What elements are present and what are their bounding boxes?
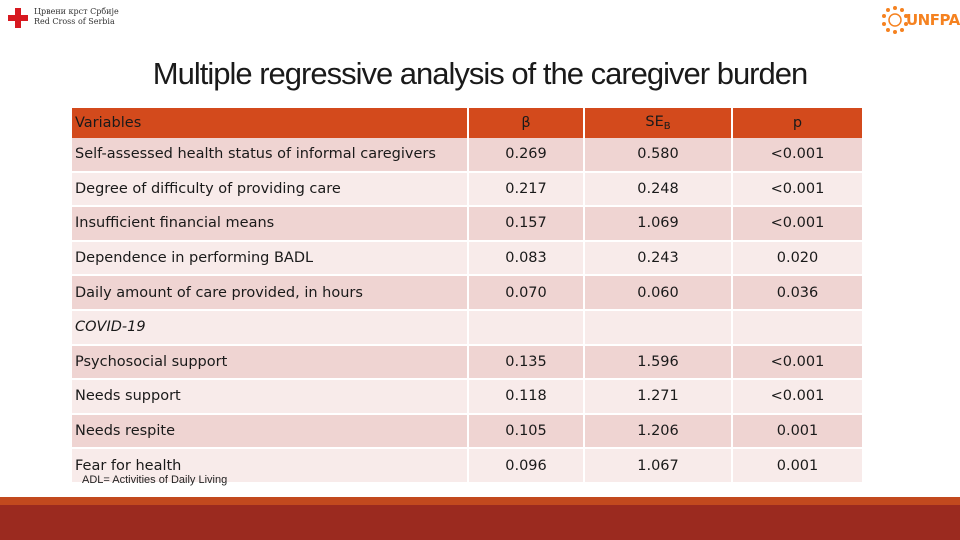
cell-beta: 0.157 [467, 206, 584, 242]
header-p: p [731, 108, 862, 138]
table-row: Dependence in performing BADL 0.083 0.243 0… [72, 240, 862, 277]
table-row: Daily amount of care provided, in hours 0… [72, 275, 862, 311]
cell-variable: Needs support [72, 379, 468, 415]
cell-beta: 0.217 [467, 171, 584, 208]
header-se-label: SE [645, 114, 664, 130]
cell-se: 1.067 [583, 448, 732, 484]
table-header-row: Variables β SEB p [72, 108, 862, 138]
cell-variable: Needs respite [72, 413, 468, 450]
cell-beta: 0.269 [467, 138, 584, 173]
cell-se: 1.069 [583, 206, 732, 242]
cell-beta: 0.083 [467, 240, 584, 277]
header-se-subscript: B [663, 121, 671, 132]
cell-beta: 0.135 [467, 344, 584, 381]
cell-se: 0.580 [583, 138, 732, 173]
cell-beta: 0.118 [467, 379, 584, 415]
page-title: Multiple regressive analysis of the care… [152, 56, 808, 91]
header-se: SEB [583, 108, 732, 138]
cell-p: <0.001 [731, 379, 862, 415]
unfpa-logo: UNFPA [880, 5, 960, 37]
cell-p: 0.001 [731, 448, 862, 484]
table-row: Insufficient financial means 0.157 1.069 <0… [72, 206, 862, 242]
table-row: Degree of difficulty of providing care 0.… [72, 171, 862, 208]
cell-beta: 0.070 [467, 275, 584, 311]
cell-variable: Self-assessed health status of informal … [72, 138, 468, 173]
cell-p: <0.001 [731, 138, 862, 173]
cell-variable: Daily amount of care provided, in hours [72, 275, 468, 311]
cell-p: 0.001 [731, 413, 862, 450]
cell-beta [467, 309, 584, 346]
footnote: ADL= Activities of Daily Living [82, 474, 228, 486]
cell-p: <0.001 [731, 206, 862, 242]
cell-se: 0.060 [583, 275, 732, 311]
table-row: Needs support 0.118 1.271 <0.001 [72, 379, 862, 415]
cell-se [583, 309, 732, 346]
cell-variable: Degree of difficulty of providing care [72, 171, 468, 208]
red-cross-line1: Црвени крст Србије [34, 7, 119, 16]
table-row: Fear for health 0.096 1.067 0.001 [72, 448, 862, 484]
table-row: Psychosocial support 0.135 1.596 <0.001 [72, 344, 862, 381]
footer-stripe [0, 497, 960, 505]
cell-se: 0.243 [583, 240, 732, 277]
cell-beta: 0.105 [467, 413, 584, 450]
cell-p: 0.020 [731, 240, 862, 277]
un-emblem-dots-icon [882, 6, 908, 34]
cell-variable: Insufficient financial means [72, 206, 468, 242]
cell-variable: Fear for health [72, 448, 468, 484]
cell-se: 0.248 [583, 171, 732, 208]
cell-p: <0.001 [731, 171, 862, 208]
red-cross-logo-text: Црвени крст Србије Red Cross of Serbia [34, 7, 119, 27]
red-cross-icon [8, 8, 28, 28]
cell-se: 1.206 [583, 413, 732, 450]
table-row: Needs respite 0.105 1.206 0.001 [72, 413, 862, 450]
table-row: Self-assessed health status of informal … [72, 138, 862, 173]
cell-se: 1.271 [583, 379, 732, 415]
cell-p [731, 309, 862, 346]
cell-se: 1.596 [583, 344, 732, 381]
header-variables: Variables [72, 108, 468, 138]
red-cross-logo: Црвени крст Србије Red Cross of Serbia [8, 6, 128, 34]
header-beta: β [467, 108, 584, 138]
cell-beta: 0.096 [467, 448, 584, 484]
cell-p: 0.036 [731, 275, 862, 311]
regression-table: Variables β SEB p Self-assessed health s… [72, 108, 862, 484]
cell-variable: COVID-19 [72, 309, 468, 346]
cell-variable: Dependence in performing BADL [72, 240, 468, 277]
unfpa-wordmark: UNFPA [906, 11, 960, 29]
cell-p: <0.001 [731, 344, 862, 381]
section-row: COVID-19 [72, 309, 862, 346]
cell-variable: Psychosocial support [72, 344, 468, 381]
red-cross-line2: Red Cross of Serbia [34, 17, 115, 26]
footer-bar [0, 505, 960, 540]
